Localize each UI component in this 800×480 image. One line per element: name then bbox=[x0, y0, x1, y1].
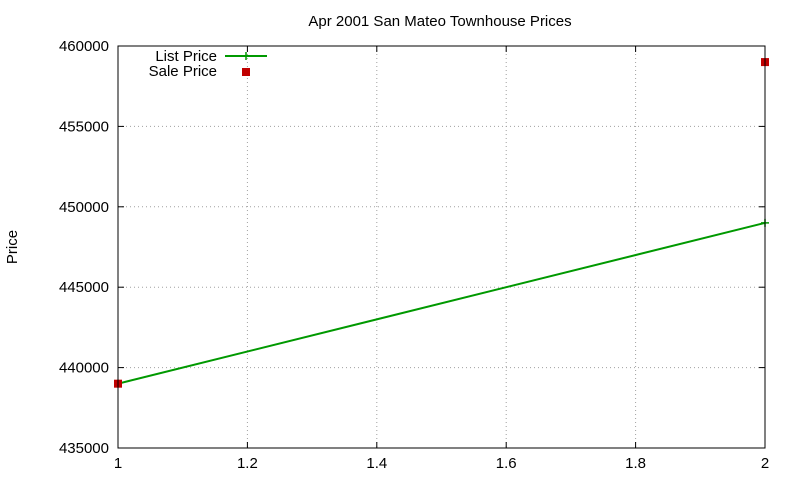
y-tick-label: 440000 bbox=[59, 360, 109, 377]
grid-layer bbox=[118, 46, 765, 448]
x-tick-label: 1.8 bbox=[625, 455, 646, 472]
legend-label-list-price: List Price bbox=[155, 48, 217, 65]
legend-marker-sample bbox=[242, 52, 250, 60]
x-tick-label: 1 bbox=[114, 455, 122, 472]
y-tick-label: 445000 bbox=[59, 279, 109, 296]
x-tick-label: 2 bbox=[761, 455, 769, 472]
legend-sample-sale-price bbox=[242, 68, 250, 76]
chart-title: Apr 2001 San Mateo Townhouse Prices bbox=[308, 13, 571, 30]
y-axis-label: Price bbox=[4, 230, 21, 264]
y-tick-label: 455000 bbox=[59, 118, 109, 135]
list-price-line bbox=[117, 221, 766, 385]
y-tick-label: 450000 bbox=[59, 199, 109, 216]
x-tick-label: 1.4 bbox=[366, 455, 387, 472]
legend-label-sale-price: Sale Price bbox=[149, 63, 217, 80]
legend: List Price Sale Price bbox=[149, 48, 267, 80]
legend-marker-sample bbox=[242, 68, 250, 76]
series-layer bbox=[114, 58, 769, 388]
x-tick-label: 1.6 bbox=[496, 455, 517, 472]
x-tick-label: 1.2 bbox=[237, 455, 258, 472]
legend-sample-list-price bbox=[225, 52, 267, 60]
tick-layer: 1 1.2 1.4 1.6 1.8 2 435000 440000 445000 450000 45… bbox=[59, 38, 769, 472]
y-tick-label: 435000 bbox=[59, 440, 109, 457]
y-tick-label: 460000 bbox=[59, 38, 109, 55]
plot-frame bbox=[117, 45, 766, 449]
